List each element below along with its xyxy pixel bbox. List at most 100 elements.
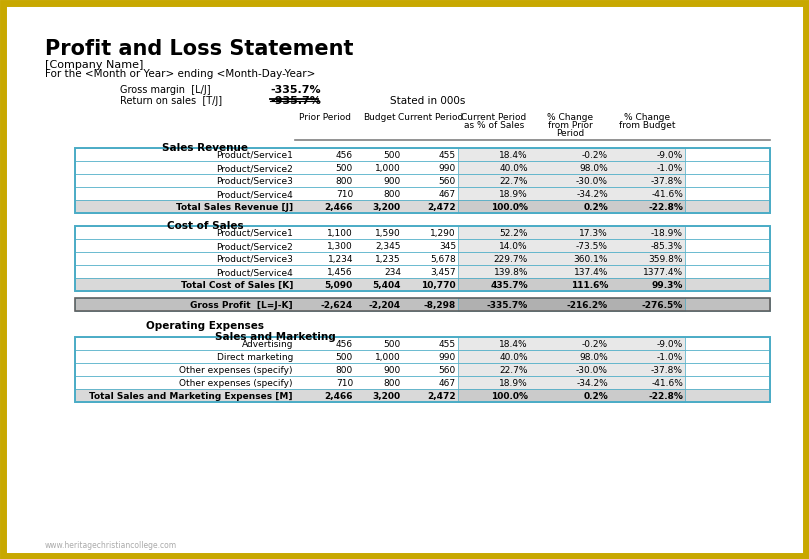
Bar: [75, 200, 770, 213]
Bar: [75, 363, 770, 376]
Text: -0.2%: -0.2%: [582, 151, 608, 160]
Text: 1,234: 1,234: [328, 255, 353, 264]
Bar: [75, 337, 770, 350]
Text: 3,200: 3,200: [373, 392, 401, 401]
Text: -85.3%: -85.3%: [651, 242, 683, 251]
Text: Product/Service4: Product/Service4: [216, 268, 293, 277]
Text: 1,100: 1,100: [328, 229, 353, 238]
Text: -8,298: -8,298: [424, 301, 456, 310]
Text: 800: 800: [336, 177, 353, 186]
Text: -41.6%: -41.6%: [651, 190, 683, 199]
Text: 22.7%: 22.7%: [499, 366, 528, 375]
Text: 5,678: 5,678: [430, 255, 456, 264]
Text: Cost of Sales: Cost of Sales: [167, 221, 244, 231]
Bar: [458, 187, 685, 200]
Text: -18.9%: -18.9%: [651, 229, 683, 238]
Text: Operating Expenses: Operating Expenses: [146, 321, 264, 331]
Text: 1,456: 1,456: [328, 268, 353, 277]
Text: 98.0%: 98.0%: [579, 353, 608, 362]
Text: 456: 456: [336, 151, 353, 160]
Text: 710: 710: [336, 379, 353, 388]
Text: -2,204: -2,204: [369, 301, 401, 310]
Text: 1,590: 1,590: [375, 229, 401, 238]
Text: 360.1%: 360.1%: [574, 255, 608, 264]
Text: 52.2%: 52.2%: [499, 229, 528, 238]
Text: Advertising: Advertising: [242, 340, 293, 349]
Text: 137.4%: 137.4%: [574, 268, 608, 277]
Text: Other expenses (specify): Other expenses (specify): [180, 379, 293, 388]
Text: Sales Revenue: Sales Revenue: [162, 143, 248, 153]
Text: 455: 455: [438, 340, 456, 349]
Bar: [75, 389, 770, 402]
Text: 500: 500: [336, 353, 353, 362]
Text: Budget: Budget: [362, 113, 396, 122]
Text: [Company Name]: [Company Name]: [45, 60, 143, 70]
Bar: [458, 350, 685, 363]
Text: 800: 800: [383, 379, 401, 388]
Text: 0.2%: 0.2%: [583, 392, 608, 401]
Bar: [75, 148, 770, 213]
Text: 40.0%: 40.0%: [499, 353, 528, 362]
Bar: [458, 337, 685, 350]
Text: Gross margin  [L/J]: Gross margin [L/J]: [120, 85, 210, 95]
Text: -34.2%: -34.2%: [576, 190, 608, 199]
Text: 500: 500: [336, 164, 353, 173]
Text: 2,345: 2,345: [375, 242, 401, 251]
Text: -9.0%: -9.0%: [657, 340, 683, 349]
Text: 18.9%: 18.9%: [499, 379, 528, 388]
Bar: [458, 298, 685, 311]
Text: 2,466: 2,466: [324, 203, 353, 212]
Text: 2,466: 2,466: [324, 392, 353, 401]
Text: 0.2%: 0.2%: [583, 203, 608, 212]
Text: 800: 800: [336, 366, 353, 375]
Text: Other expenses (specify): Other expenses (specify): [180, 366, 293, 375]
Text: -2,624: -2,624: [320, 301, 353, 310]
Text: -34.2%: -34.2%: [576, 379, 608, 388]
Text: 99.3%: 99.3%: [651, 281, 683, 290]
Bar: [75, 187, 770, 200]
Text: 100.0%: 100.0%: [491, 203, 528, 212]
Bar: [458, 239, 685, 252]
Text: -0.2%: -0.2%: [582, 340, 608, 349]
Text: 98.0%: 98.0%: [579, 164, 608, 173]
Text: -935.7%: -935.7%: [270, 96, 321, 106]
Text: Current Period: Current Period: [461, 113, 527, 122]
Text: 467: 467: [438, 379, 456, 388]
Text: 455: 455: [438, 151, 456, 160]
Text: 1,290: 1,290: [430, 229, 456, 238]
Text: Stated in 000s: Stated in 000s: [390, 96, 465, 106]
Bar: [75, 298, 770, 311]
Text: 5,090: 5,090: [324, 281, 353, 290]
Bar: [458, 226, 685, 239]
Bar: [75, 161, 770, 174]
Text: 345: 345: [438, 242, 456, 251]
Text: Return on sales  [T/J]: Return on sales [T/J]: [120, 96, 222, 106]
Text: Sales and Marketing: Sales and Marketing: [214, 332, 336, 342]
Bar: [458, 252, 685, 265]
Text: 234: 234: [384, 268, 401, 277]
Text: Product/Service3: Product/Service3: [216, 177, 293, 186]
Bar: [75, 265, 770, 278]
Text: Product/Service2: Product/Service2: [216, 164, 293, 173]
Text: from Budget: from Budget: [619, 121, 676, 130]
Text: 560: 560: [438, 177, 456, 186]
Text: Direct marketing: Direct marketing: [217, 353, 293, 362]
Text: 10,770: 10,770: [421, 281, 456, 290]
Text: Period: Period: [556, 129, 584, 138]
Text: as % of Sales: as % of Sales: [464, 121, 524, 130]
Text: -37.8%: -37.8%: [651, 366, 683, 375]
Text: -335.7%: -335.7%: [487, 301, 528, 310]
Text: 5,404: 5,404: [372, 281, 401, 290]
Bar: [75, 226, 770, 239]
Text: -30.0%: -30.0%: [576, 366, 608, 375]
Text: 359.8%: 359.8%: [649, 255, 683, 264]
Text: Product/Service1: Product/Service1: [216, 229, 293, 238]
Text: Gross Profit  [L=J-K]: Gross Profit [L=J-K]: [190, 301, 293, 310]
Text: 229.7%: 229.7%: [493, 255, 528, 264]
Bar: [458, 200, 685, 213]
Text: -9.0%: -9.0%: [657, 151, 683, 160]
Text: 456: 456: [336, 340, 353, 349]
Text: -1.0%: -1.0%: [657, 164, 683, 173]
Text: 467: 467: [438, 190, 456, 199]
Text: 800: 800: [383, 190, 401, 199]
